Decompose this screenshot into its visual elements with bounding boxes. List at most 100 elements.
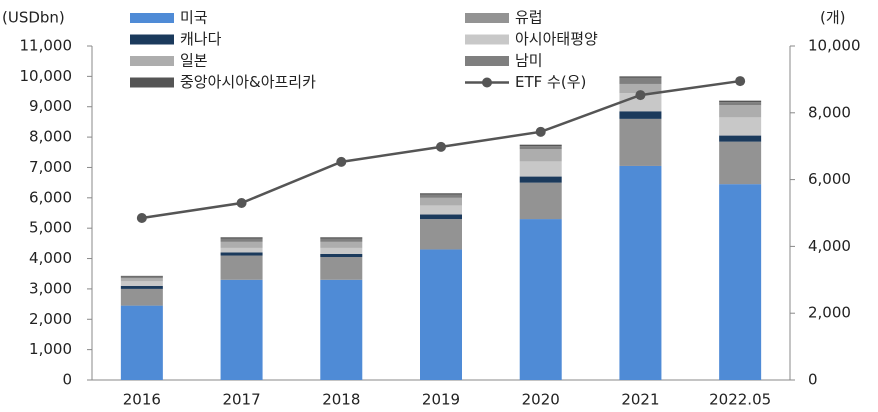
bar-segment	[420, 219, 462, 250]
legend-label: 미국	[180, 9, 208, 27]
bar-segment	[220, 247, 263, 253]
y-tick-label: 1,000	[29, 340, 72, 358]
y-tick-label: 3,000	[29, 279, 72, 297]
line-point	[336, 156, 347, 167]
bar-segment	[719, 117, 762, 136]
x-tick-label: 2022.05	[709, 391, 771, 409]
line-point	[136, 213, 147, 224]
y2-tick-label: 2,000	[808, 304, 851, 322]
legend-swatch	[465, 13, 509, 23]
bar-segment	[519, 144, 562, 147]
legend-label: 아시아태평양	[515, 30, 598, 48]
y2-tick-label: 4,000	[808, 237, 851, 255]
bar-segment	[519, 219, 562, 380]
bar-segment	[220, 241, 263, 248]
bar-segment	[120, 305, 163, 380]
bar-segment	[420, 214, 462, 220]
x-tick-label: 2016	[123, 391, 161, 409]
bar-segment	[220, 238, 263, 242]
x-tick-label: 2018	[322, 391, 360, 409]
bar-segment	[619, 165, 662, 380]
x-tick-label: 2021	[621, 391, 659, 409]
legend-label: ETF 수(우)	[515, 73, 586, 91]
legend-marker	[482, 77, 492, 88]
bar-segment	[320, 237, 363, 239]
bar-segment	[619, 76, 662, 78]
bar-segment	[719, 102, 762, 106]
y2-tick-label: 0	[808, 371, 818, 389]
bar-segment	[519, 149, 562, 162]
bar-segment	[619, 83, 662, 94]
y-tick-label: 9,000	[29, 97, 72, 115]
bar-segment	[220, 255, 263, 280]
legend-label: 중앙아시아&아프리카	[180, 73, 316, 91]
bar-segment	[320, 241, 363, 248]
y-tick-label: 2,000	[29, 310, 72, 328]
y-tick-label: 5,000	[29, 219, 72, 237]
bar-segment	[220, 252, 263, 256]
x-tick-label: 2019	[422, 391, 460, 409]
y2-axis-label: (개)	[820, 9, 846, 27]
legend-label: 남미	[515, 52, 543, 70]
legend-swatch	[130, 34, 174, 45]
bar-segment	[519, 176, 562, 183]
bar-segment	[719, 100, 762, 103]
bar-segment	[719, 135, 762, 142]
y2-tick-label: 8,000	[808, 103, 851, 121]
y2-tick-label: 10,000	[808, 37, 861, 55]
line-point	[535, 126, 546, 137]
bar-segment	[719, 141, 762, 185]
y-tick-label: 10,000	[20, 67, 73, 85]
y-tick-label: 0	[62, 371, 72, 389]
bar-segment	[619, 118, 662, 166]
bar-segment	[619, 77, 662, 84]
bar-segment	[320, 279, 363, 380]
line-point	[436, 141, 446, 152]
y-tick-label: 4,000	[29, 249, 72, 267]
bar-segment	[519, 161, 562, 177]
legend-swatch	[465, 56, 509, 66]
y-axis-label: (USDbn)	[2, 9, 65, 27]
bar-segment	[519, 182, 562, 220]
legend-label: 유럽	[515, 9, 543, 27]
bar-segment	[420, 193, 462, 195]
bar-segment	[220, 279, 263, 380]
bar-segment	[719, 105, 762, 118]
bar-segment	[619, 93, 662, 112]
bar-segment	[320, 253, 363, 258]
legend-label: 일본	[180, 52, 208, 70]
legend-swatch	[130, 56, 174, 66]
bar-segment	[420, 205, 462, 215]
bar-segment	[120, 275, 163, 277]
x-tick-label: 2017	[222, 391, 260, 409]
bar-segment	[420, 197, 462, 206]
bar-segment	[420, 249, 462, 380]
bar-segment	[220, 237, 263, 239]
line-point	[236, 197, 247, 208]
y-tick-label: 11,000	[20, 37, 73, 55]
bar-segment	[619, 111, 662, 119]
y2-tick-label: 6,000	[808, 170, 851, 188]
legend-swatch	[465, 34, 509, 45]
x-tick-label: 2020	[522, 391, 560, 409]
y-tick-label: 7,000	[29, 158, 72, 176]
legend-swatch	[130, 77, 174, 88]
y-tick-label: 6,000	[29, 188, 72, 206]
bar-segment	[719, 184, 762, 380]
bar-segment	[420, 194, 462, 198]
legend-swatch	[130, 13, 174, 23]
bar-segment	[120, 278, 163, 282]
legend-label: 캐나다	[180, 30, 222, 48]
bar-segment	[320, 257, 363, 280]
bar-segment	[519, 146, 562, 150]
y-tick-label: 8,000	[29, 128, 72, 146]
bar-segment	[120, 285, 163, 289]
bar-segment	[120, 276, 163, 279]
bar-segment	[320, 238, 363, 242]
line-point	[735, 76, 746, 87]
line-point	[635, 90, 646, 101]
bar-segment	[120, 288, 163, 306]
bar-segment	[320, 247, 363, 254]
bar-segment	[120, 281, 163, 286]
